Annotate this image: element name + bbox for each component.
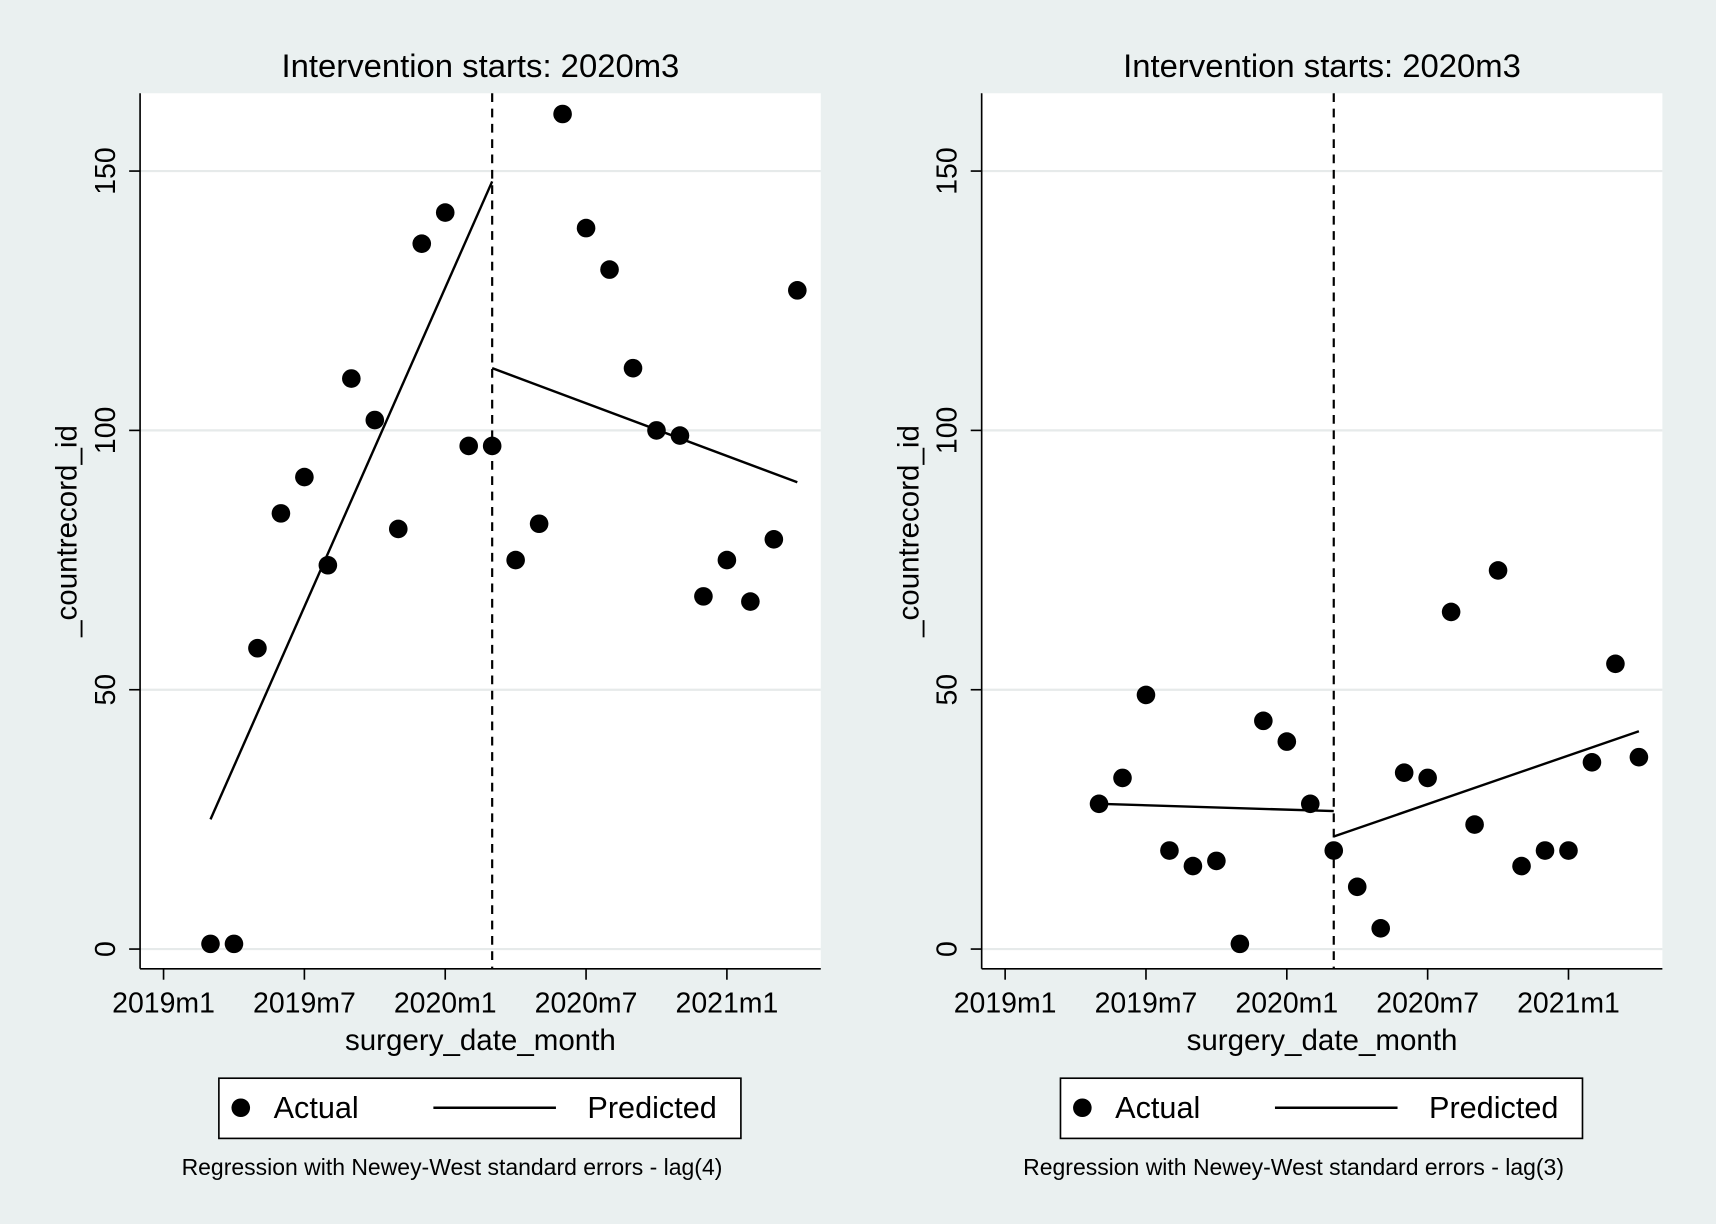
x-tick-label: 2020m1 — [1235, 987, 1338, 1019]
data-point — [623, 358, 643, 378]
data-point — [295, 467, 314, 487]
legend-label: Predicted — [587, 1091, 716, 1125]
data-point — [741, 592, 760, 611]
data-point — [248, 638, 267, 658]
y-tick-label: 0 — [90, 941, 122, 957]
data-point — [271, 504, 291, 523]
data-point — [1230, 934, 1250, 954]
x-axis-title: surgery_date_month — [345, 1024, 616, 1057]
x-tick-label: 2019m1 — [112, 987, 215, 1019]
data-point — [1113, 768, 1132, 788]
data-point — [1347, 877, 1367, 897]
data-point — [1512, 856, 1531, 876]
x-tick-label: 2019m1 — [954, 987, 1057, 1019]
legend-label: Predicted — [1429, 1091, 1558, 1125]
data-point — [1300, 794, 1320, 814]
chart-note: Regression with Newey-West standard erro… — [182, 1154, 723, 1180]
data-point — [1559, 841, 1578, 860]
data-point — [576, 218, 596, 238]
y-axis-title: _countrecord_id — [892, 425, 925, 638]
predicted-line — [1098, 802, 1334, 813]
x-tick-label: 2020m7 — [535, 987, 638, 1019]
predicted-line — [1333, 730, 1640, 838]
data-point — [1160, 841, 1179, 860]
data-point — [1535, 841, 1555, 860]
x-axis-title: surgery_date_month — [1187, 1024, 1458, 1057]
data-point — [224, 934, 244, 954]
data-point — [1183, 856, 1203, 876]
legend-label: Actual — [1115, 1091, 1200, 1125]
data-point — [435, 203, 455, 222]
x-tick-label: 2020m7 — [1376, 987, 1479, 1019]
data-point — [388, 519, 408, 539]
data-point — [764, 530, 784, 549]
data-point — [1465, 815, 1484, 834]
data-point — [1488, 561, 1508, 580]
data-point — [553, 104, 572, 124]
y-tick-label: 50 — [931, 674, 963, 706]
x-tick-label: 2019m7 — [1095, 987, 1198, 1019]
data-point — [459, 436, 479, 456]
legend-label: Actual — [274, 1091, 359, 1125]
plot-area — [981, 93, 1663, 969]
data-point — [1582, 753, 1602, 772]
y-tick-label: 150 — [931, 147, 963, 194]
data-point — [1371, 919, 1391, 938]
data-point — [1606, 654, 1625, 674]
data-point — [201, 934, 220, 954]
y-tick-label: 50 — [90, 674, 122, 706]
data-point — [1441, 602, 1461, 622]
data-point — [482, 436, 502, 456]
plot-area — [140, 93, 821, 969]
y-tick-label: 100 — [90, 407, 122, 454]
data-point — [1418, 768, 1437, 788]
data-point — [529, 514, 549, 534]
data-point — [506, 550, 525, 570]
data-point — [1629, 747, 1649, 767]
chart-note: Regression with Newey-West standard erro… — [1023, 1154, 1564, 1180]
data-point — [1207, 851, 1226, 871]
legend-marker — [231, 1098, 251, 1118]
panel: Intervention starts: 2020m3 0 50 100 150 2019… — [892, 47, 1663, 1180]
data-point — [365, 410, 385, 430]
data-point — [1136, 685, 1156, 705]
x-tick-label: 2021m1 — [676, 987, 779, 1019]
data-point — [1394, 763, 1414, 783]
x-tick-label: 2019m7 — [253, 987, 356, 1019]
data-point — [600, 260, 619, 279]
data-point — [318, 555, 338, 575]
data-point — [717, 550, 737, 570]
y-axis-title: _countrecord_id — [51, 425, 84, 638]
y-tick-label: 100 — [931, 407, 963, 454]
x-tick-label: 2020m1 — [394, 987, 497, 1019]
data-point — [342, 369, 361, 388]
y-tick-label: 150 — [90, 147, 122, 194]
data-point — [694, 587, 713, 606]
predicted-line — [491, 367, 798, 484]
panel: Intervention starts: 2020m3 0 50 100 150 2019… — [51, 47, 821, 1180]
legend-marker — [1073, 1098, 1092, 1118]
predicted-line — [209, 180, 494, 820]
data-point — [412, 234, 432, 253]
chart-title: Intervention starts: 2020m3 — [282, 47, 680, 84]
y-tick-label: 0 — [931, 941, 963, 957]
x-tick-label: 2021m1 — [1517, 987, 1620, 1019]
data-point — [788, 281, 807, 300]
data-point — [1277, 732, 1297, 751]
data-point — [1324, 841, 1344, 860]
chart-title: Intervention starts: 2020m3 — [1123, 47, 1521, 84]
data-point — [1254, 711, 1273, 731]
